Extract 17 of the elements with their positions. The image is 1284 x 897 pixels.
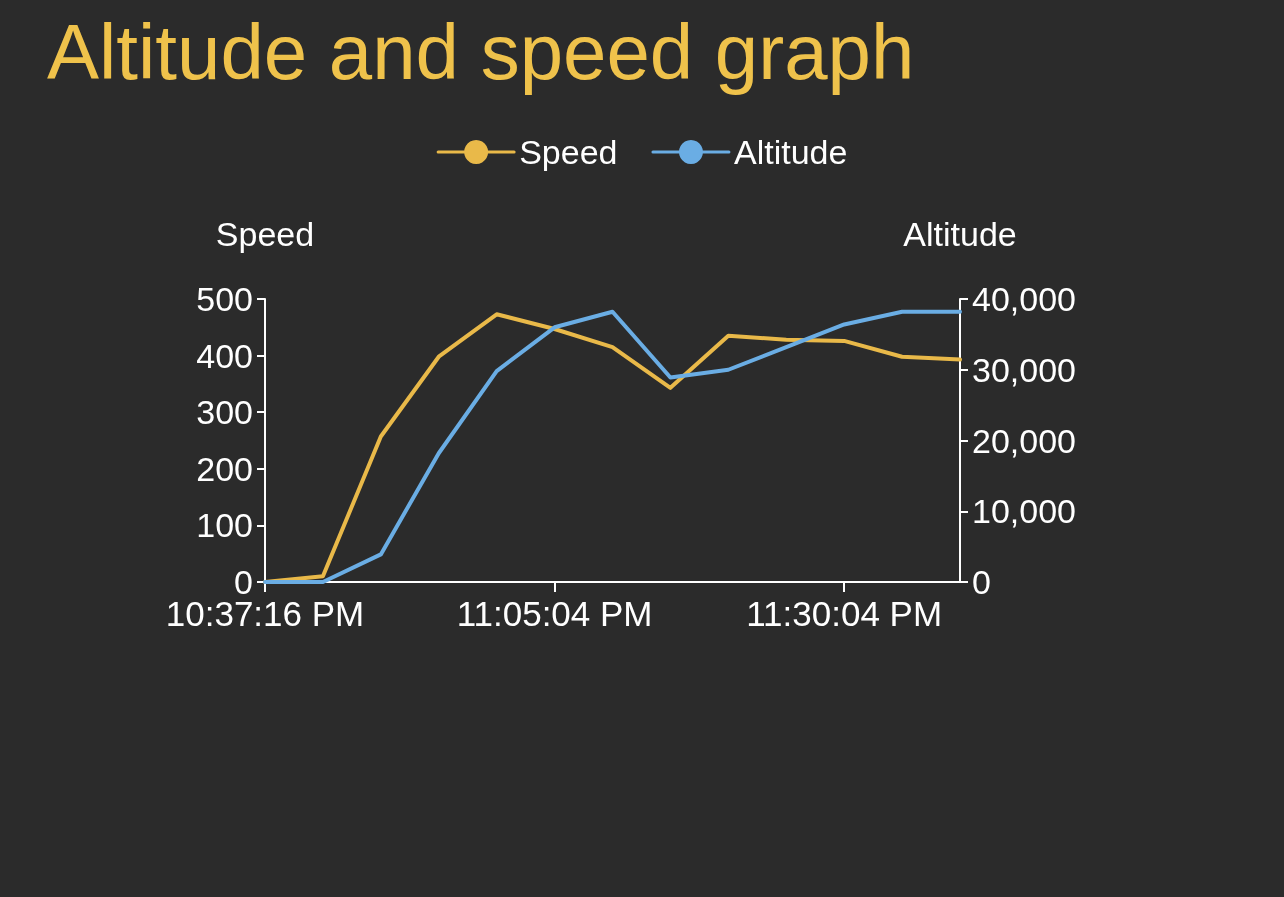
y2-tick-label: 20,000: [972, 421, 1076, 460]
y-axis-title: Speed: [215, 215, 315, 253]
x-tick-label: 11:05:04 PM: [456, 594, 653, 633]
y-tick-label: 200: [196, 449, 253, 488]
y-tick-label: 500: [196, 280, 253, 318]
x-tick-label: 11:30:04 PM: [746, 594, 943, 633]
chart-title: Altitude and speed graph: [47, 8, 915, 96]
y-tick-label: 100: [196, 506, 253, 545]
y-tick-label: 300: [196, 393, 253, 432]
y-tick-label: 400: [196, 336, 253, 375]
y2-tick-label: 40,000: [972, 280, 1076, 318]
legend-label: Speed: [519, 133, 618, 171]
legend-label: Altitude: [733, 133, 848, 171]
y2-tick-label: 10,000: [972, 492, 1076, 531]
y2-tick-label: 30,000: [972, 350, 1076, 389]
y2-tick-label: 0: [972, 563, 991, 601]
y2-axis-title: Altitude: [903, 215, 1017, 253]
